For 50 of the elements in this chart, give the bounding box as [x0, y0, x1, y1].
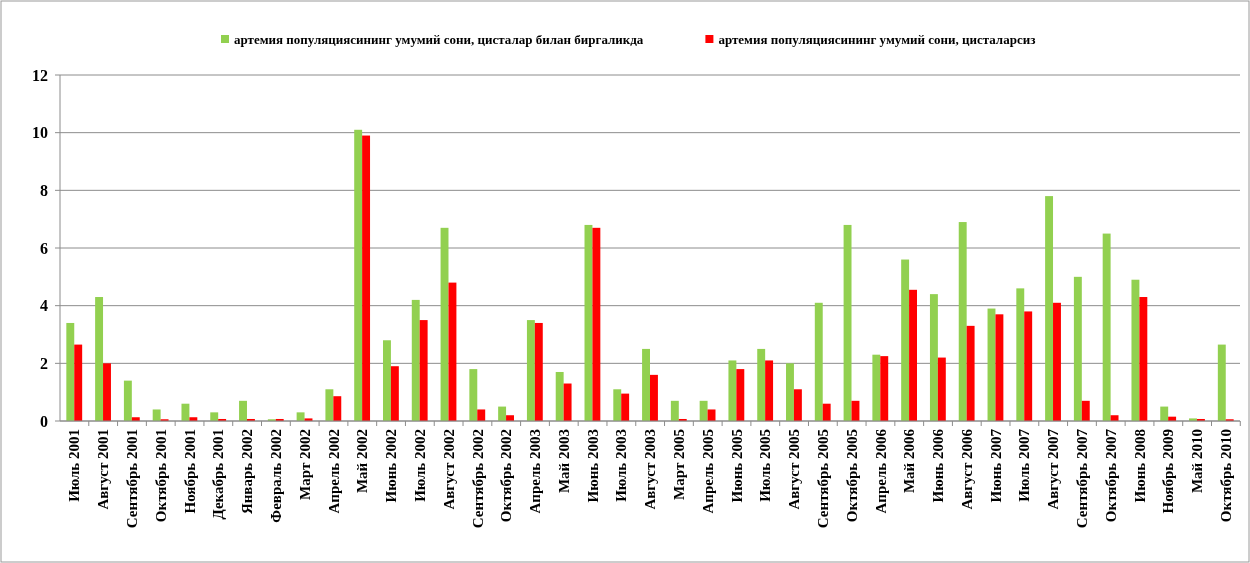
x-tick-label: Октябрь 2005	[843, 429, 860, 523]
x-tick-label: Август 2007	[1045, 428, 1062, 510]
x-tick-label: Апрель 2002	[325, 429, 342, 514]
x-tick-label: Сентябрь 2005	[814, 429, 831, 529]
x-tick-label: Август 2001	[95, 429, 112, 510]
x-tick-label: Ноябрь 2001	[181, 429, 198, 514]
x-tick-label: Август 2006	[958, 428, 975, 510]
y-tick-label: 4	[40, 297, 48, 315]
x-tick-label: Май 2006	[901, 428, 918, 494]
x-tick-label: Апрель 2003	[527, 429, 544, 514]
x-tick-label: Октябрь 2007	[1102, 428, 1119, 523]
x-tick-label: Июль 2002	[411, 429, 428, 502]
x-tick-label: Февраль 2002	[268, 429, 285, 523]
x-tick-label: Июль 2005	[757, 429, 774, 502]
y-tick-label: 8	[40, 181, 48, 199]
x-tick-label: Январь 2002	[239, 429, 256, 515]
legend-label: артемия популяциясининг умумий сони, цисталарсиз	[718, 31, 1036, 47]
x-tick-label: Июнь 2003	[584, 429, 601, 503]
x-tick-label: Октябрь 2001	[152, 429, 169, 523]
x-tick-label: Сентябрь 2007	[1074, 428, 1091, 529]
x-tick-label: Декабрь 2001	[210, 429, 227, 520]
x-tick-label: Октябрь 2010	[1218, 429, 1234, 523]
y-tick-label: 12	[32, 66, 48, 84]
x-tick-label: Июнь 2006	[930, 428, 947, 503]
x-tick-label: Апрель 2006	[872, 428, 889, 514]
x-tick-label: Июль 2007	[1016, 428, 1033, 502]
legend-label: артемия популяциясининг умумий сони, цисталар билан биргаликда	[234, 31, 644, 47]
x-tick-label: Май 2003	[555, 429, 572, 494]
y-tick-label: 2	[40, 354, 48, 372]
x-tick-label: Апрель 2005	[699, 429, 716, 514]
y-tick-label: 0	[40, 412, 48, 430]
x-tick-label: Август 2003	[642, 429, 659, 510]
x-tick-label: Май 2010	[1189, 429, 1206, 494]
x-tick-label: Июль 2001	[66, 429, 83, 502]
x-tick-label: Ноябрь 2009	[1160, 429, 1177, 514]
x-tick-label: Июнь 2007	[987, 428, 1004, 503]
x-tick-label: Июнь 2008	[1131, 429, 1148, 503]
x-tick-label: Октябрь 2002	[498, 429, 515, 523]
x-tick-label: Июнь 2002	[383, 429, 400, 503]
x-tick-label: Сентябрь 2002	[469, 429, 486, 529]
x-tick-label: Июль 2003	[613, 429, 630, 502]
y-tick-label: 6	[40, 239, 48, 257]
x-tick-label: Март 2002	[296, 429, 313, 500]
x-tick-label: Май 2002	[354, 429, 371, 494]
x-tick-label: Март 2005	[671, 429, 688, 500]
x-tick-label: Сентябрь 2001	[124, 429, 141, 529]
x-tick-label: Август 2002	[440, 429, 457, 510]
y-tick-label: 10	[32, 124, 48, 142]
x-tick-label: Август 2005	[786, 429, 803, 510]
x-tick-label: Июнь 2005	[728, 429, 745, 503]
